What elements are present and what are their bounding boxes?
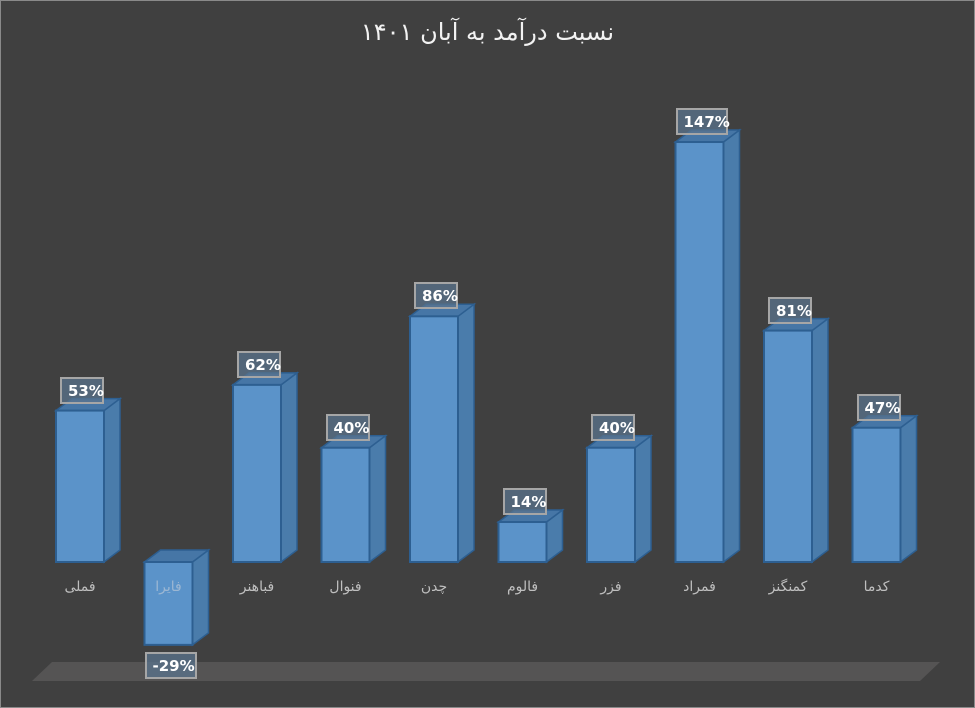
- category-label: فالوم: [506, 579, 539, 595]
- value-label: 40%: [591, 413, 635, 441]
- bar-6: [584, 434, 654, 564]
- bar-0: [53, 397, 123, 564]
- category-label: کمنگنز: [768, 579, 808, 595]
- value-label: 53%: [60, 376, 104, 404]
- bar-3: [319, 434, 388, 564]
- value-label: 40%: [325, 413, 370, 441]
- category-label: فمراد: [683, 579, 716, 595]
- value-label: -29%: [144, 651, 197, 679]
- category-label: فایرا: [155, 579, 182, 595]
- category-label: فملی: [64, 579, 96, 595]
- bar-4: [407, 302, 477, 564]
- bar-9: [850, 414, 919, 564]
- category-label: کدما: [863, 579, 890, 595]
- bar-2: [230, 371, 300, 564]
- bar-8: [761, 317, 831, 564]
- bar-1: [142, 548, 211, 647]
- value-label: 14%: [502, 488, 547, 515]
- bar-5: [496, 508, 565, 564]
- category-label: فباهنر: [239, 579, 275, 595]
- value-label: 86%: [414, 282, 458, 310]
- chart-title: نسبت درآمد به آبان ۱۴۰۱: [360, 18, 615, 46]
- category-label: فنوال: [329, 579, 362, 595]
- value-label: 62%: [237, 350, 281, 378]
- value-label: 147%: [675, 108, 730, 136]
- category-label: چدن: [420, 579, 448, 595]
- bar-7: [673, 128, 742, 564]
- floor-plane: [32, 662, 940, 681]
- value-label: 81%: [768, 296, 812, 324]
- value-label: 47%: [856, 393, 901, 421]
- category-label: فزر: [600, 579, 622, 595]
